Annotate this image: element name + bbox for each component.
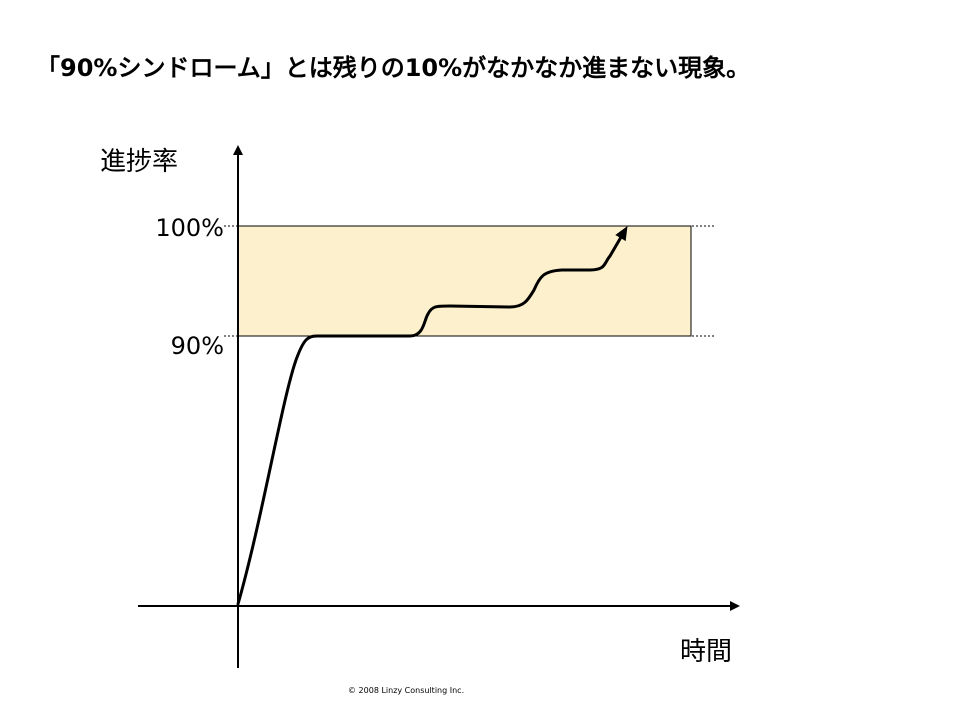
- y-axis-label: 進捗率: [100, 147, 178, 177]
- tick-label-100: 100%: [155, 214, 224, 242]
- tick-label-90: 90%: [171, 332, 224, 360]
- page-title: 「90%シンドローム」とは残りの10%がなかなか進まない現象。: [36, 54, 751, 82]
- x-axis-label: 時間: [680, 637, 732, 667]
- copyright-notice: © 2008 Linzy Consulting Inc.: [348, 686, 465, 695]
- progress-curve: [236, 225, 628, 606]
- completion-band: [237, 225, 692, 337]
